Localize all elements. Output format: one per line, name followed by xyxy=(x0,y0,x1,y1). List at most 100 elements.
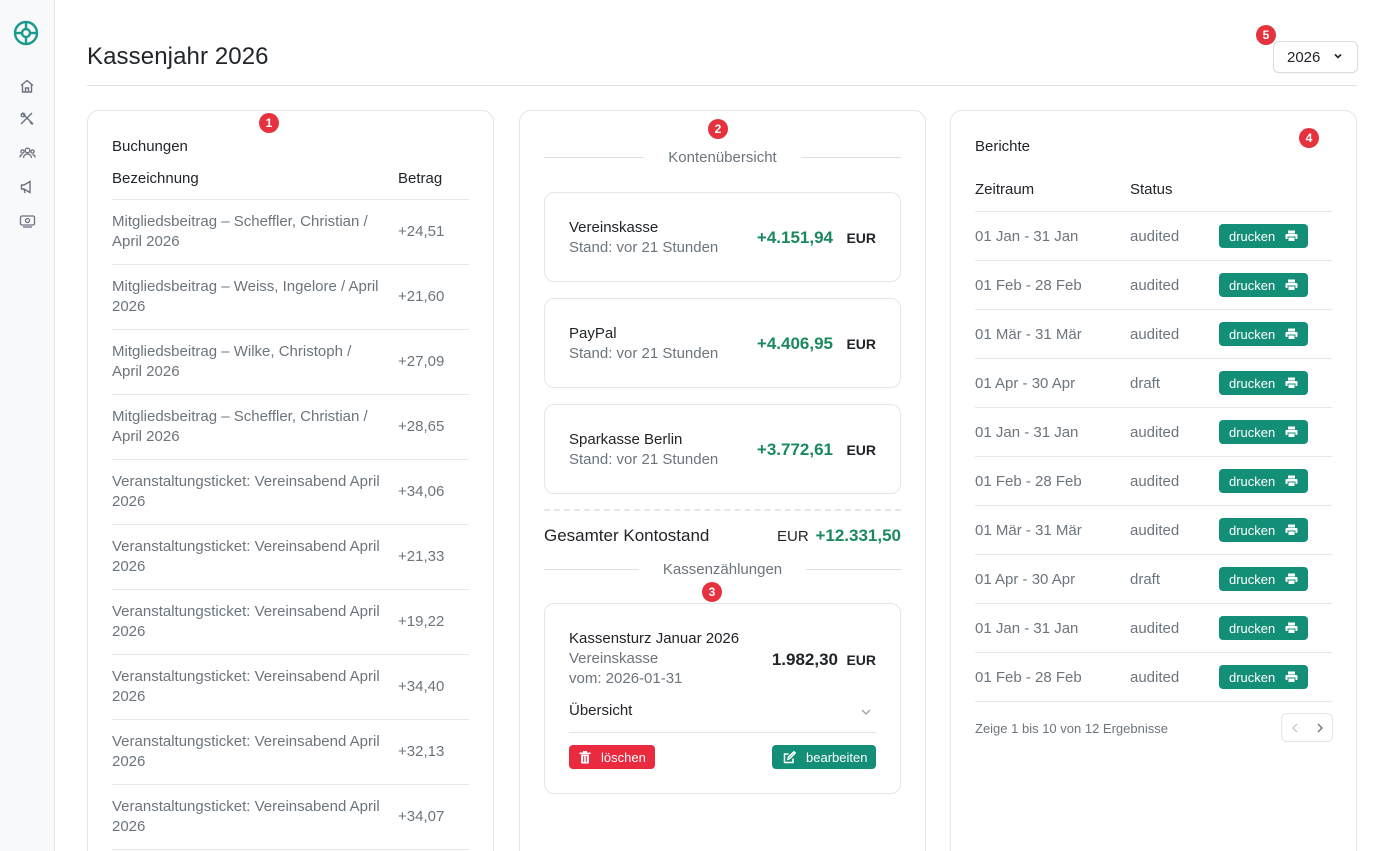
report-status: audited xyxy=(1130,522,1180,539)
marker-badge: 3 xyxy=(702,582,722,602)
table-row[interactable]: Veranstaltungsticket: Vereinsabend April… xyxy=(112,655,469,720)
marker-badge: 4 xyxy=(1299,128,1319,148)
next-page-button[interactable] xyxy=(1307,714,1332,741)
booking-amount: +21,33 xyxy=(398,548,445,565)
print-label: drucken xyxy=(1229,620,1276,636)
berichte-title: Berichte xyxy=(975,138,1031,155)
booking-name: Veranstaltungsticket: Vereinsabend April… xyxy=(112,603,380,640)
column-header: Bezeichnung xyxy=(112,170,199,187)
chevron-down-icon[interactable] xyxy=(860,706,872,718)
print-label: drucken xyxy=(1229,522,1276,538)
divider xyxy=(544,569,639,570)
tools-icon[interactable] xyxy=(17,109,37,129)
megaphone-icon[interactable] xyxy=(17,177,37,197)
table-row: 01 Mär - 31 Mär audited drucken xyxy=(975,506,1332,555)
table-row[interactable]: Veranstaltungsticket: Vereinsabend April… xyxy=(112,720,469,785)
delete-button[interactable]: löschen xyxy=(569,745,655,769)
print-button[interactable]: drucken xyxy=(1219,420,1308,444)
printer-icon xyxy=(1285,230,1298,242)
kassenzaehlungen-title: Kassenzählungen xyxy=(662,561,783,578)
overview-toggle[interactable]: Übersicht xyxy=(569,702,633,719)
printer-icon xyxy=(1285,475,1298,487)
cash-count-card: Kassensturz Januar 2026 Vereinskasse vom… xyxy=(544,603,901,794)
column-header: Betrag xyxy=(398,170,443,187)
print-button[interactable]: drucken xyxy=(1219,371,1308,395)
report-period: 01 Apr - 30 Apr xyxy=(975,375,1076,392)
report-period: 01 Mär - 31 Mär xyxy=(975,326,1082,343)
table-row: 01 Feb - 28 Feb audited drucken xyxy=(975,457,1332,506)
pagination xyxy=(1281,713,1333,742)
marker-badge: 5 xyxy=(1256,25,1276,45)
print-button[interactable]: drucken xyxy=(1219,224,1308,248)
app-logo-icon[interactable] xyxy=(13,20,39,46)
printer-icon xyxy=(1285,328,1298,340)
cash-count-title: Kassensturz Januar 2026 xyxy=(569,630,740,647)
account-card[interactable]: Sparkasse Berlin Stand: vor 21 Stunden +… xyxy=(544,404,901,494)
trash-icon xyxy=(579,750,591,763)
report-period: 01 Mär - 31 Mär xyxy=(975,522,1082,539)
booking-name: Veranstaltungsticket: Vereinsabend April… xyxy=(112,798,380,835)
print-label: drucken xyxy=(1229,473,1276,489)
edit-button[interactable]: bearbeiten xyxy=(772,745,876,769)
print-label: drucken xyxy=(1229,424,1276,440)
account-card[interactable]: Vereinskasse Stand: vor 21 Stunden +4.15… xyxy=(544,192,901,282)
cash-icon[interactable] xyxy=(17,211,37,231)
report-period: 01 Jan - 31 Jan xyxy=(975,228,1079,245)
booking-amount: +34,06 xyxy=(398,483,445,500)
table-row: 01 Feb - 28 Feb audited drucken xyxy=(975,261,1332,310)
buchungen-title: Buchungen xyxy=(112,138,188,155)
report-period: 01 Apr - 30 Apr xyxy=(975,571,1076,588)
chevron-right-icon xyxy=(1317,723,1323,732)
booking-name: Mitgliedsbeitrag – Weiss, Ingelore / Apr… xyxy=(112,278,379,315)
report-status: audited xyxy=(1130,620,1180,637)
printer-icon xyxy=(1285,671,1298,683)
buchungen-card: Buchungen Bezeichnung Betrag Mitgliedsbe… xyxy=(87,110,494,851)
pagination-text: Zeige 1 bis 10 von 12 Ergebnisse xyxy=(975,721,1168,736)
print-button[interactable]: drucken xyxy=(1219,665,1308,689)
booking-amount: +19,22 xyxy=(398,613,445,630)
print-label: drucken xyxy=(1229,669,1276,685)
print-button[interactable]: drucken xyxy=(1219,616,1308,640)
table-row[interactable]: Mitgliedsbeitrag – Scheffler, Christian … xyxy=(112,395,469,460)
table-row[interactable]: Veranstaltungsticket: Vereinsabend April… xyxy=(112,785,469,850)
table-row: 01 Feb - 28 Feb audited drucken xyxy=(975,653,1332,702)
berichte-table-header: Zeitraum Status xyxy=(975,181,1332,212)
booking-name: Veranstaltungsticket: Vereinsabend April… xyxy=(112,538,380,575)
table-row: 01 Jan - 31 Jan audited drucken xyxy=(975,212,1332,261)
table-row[interactable]: Veranstaltungsticket: Vereinsabend April… xyxy=(112,525,469,590)
booking-amount: +21,60 xyxy=(398,288,445,305)
booking-name: Veranstaltungsticket: Vereinsabend April… xyxy=(112,668,380,705)
print-button[interactable]: drucken xyxy=(1219,322,1308,346)
cash-count-value: 1.982,30 xyxy=(771,650,838,669)
divider xyxy=(544,157,645,158)
table-row[interactable]: Mitgliedsbeitrag – Scheffler, Christian … xyxy=(112,200,469,265)
account-currency: EUR xyxy=(846,230,876,246)
users-icon[interactable] xyxy=(17,143,37,163)
marker-badge: 2 xyxy=(708,119,728,139)
report-status: draft xyxy=(1130,375,1161,392)
account-name: Sparkasse Berlin xyxy=(569,431,683,448)
delete-label: löschen xyxy=(601,749,646,765)
year-select[interactable]: 2026 xyxy=(1273,41,1358,73)
table-row: 01 Jan - 31 Jan audited drucken xyxy=(975,408,1332,457)
divider xyxy=(800,157,901,158)
print-button[interactable]: drucken xyxy=(1219,567,1308,591)
total-currency: EUR xyxy=(777,528,809,545)
print-button[interactable]: drucken xyxy=(1219,273,1308,297)
account-card[interactable]: PayPal Stand: vor 21 Stunden +4.406,95 E… xyxy=(544,298,901,388)
print-label: drucken xyxy=(1229,571,1276,587)
home-icon[interactable] xyxy=(17,76,37,96)
table-row[interactable]: Veranstaltungsticket: Vereinsabend April… xyxy=(112,590,469,655)
prev-page-button[interactable] xyxy=(1282,714,1307,741)
table-row[interactable]: Mitgliedsbeitrag – Wilke, Christoph / Ap… xyxy=(112,330,469,395)
booking-name: Veranstaltungsticket: Vereinsabend April… xyxy=(112,733,380,770)
table-row: 01 Apr - 30 Apr draft drucken xyxy=(975,555,1332,604)
total-label: Gesamter Kontostand xyxy=(544,526,710,545)
table-row[interactable]: Veranstaltungsticket: Vereinsabend April… xyxy=(112,460,469,525)
report-period: 01 Jan - 31 Jan xyxy=(975,620,1079,637)
chevron-down-icon xyxy=(1334,53,1342,59)
print-button[interactable]: drucken xyxy=(1219,469,1308,493)
print-button[interactable]: drucken xyxy=(1219,518,1308,542)
table-row[interactable]: Mitgliedsbeitrag – Weiss, Ingelore / Apr… xyxy=(112,265,469,330)
booking-amount: +24,51 xyxy=(398,223,445,240)
